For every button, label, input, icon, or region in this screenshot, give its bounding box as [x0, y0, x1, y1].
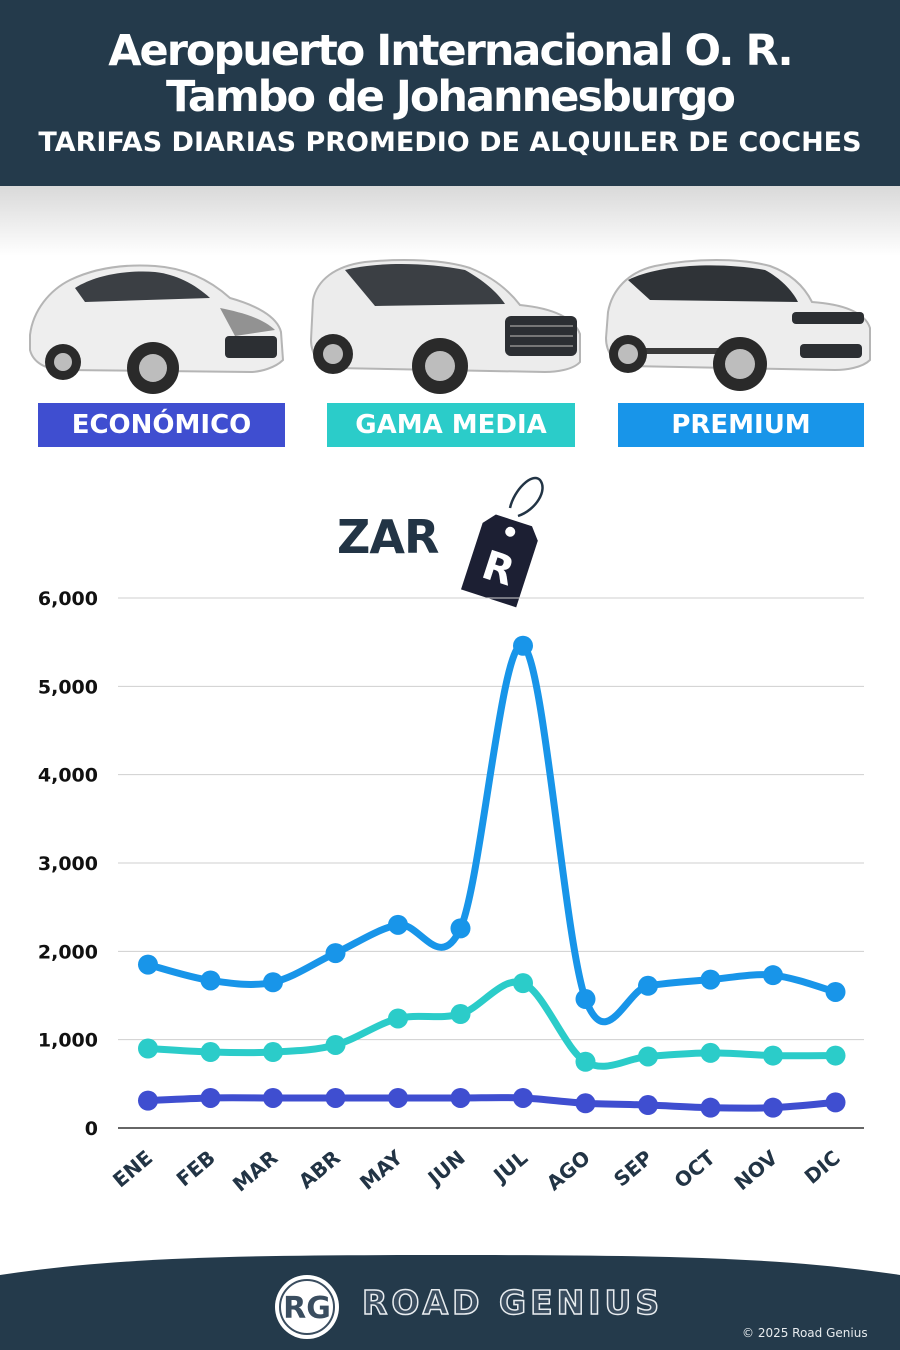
legend-premium: PREMIUM [618, 403, 864, 447]
x-tick-label: DIC [800, 1145, 845, 1188]
y-tick-label: 0 [85, 1118, 98, 1140]
y-tick-label: 5,000 [38, 676, 98, 698]
premium-car-image [604, 259, 871, 391]
data-point [325, 1034, 346, 1055]
economy-car-image [29, 264, 285, 394]
series-line-2 [144, 642, 839, 1026]
x-tick-label: SEP [609, 1145, 657, 1191]
header-shadow [0, 186, 900, 256]
x-tick-label: JUL [487, 1145, 532, 1188]
x-tick-label: AGO [542, 1145, 595, 1195]
x-tick-label: MAR [228, 1145, 282, 1196]
data-point [325, 943, 346, 964]
data-point [450, 1087, 471, 1108]
data-point [513, 973, 533, 994]
data-point [513, 635, 533, 656]
data-point [200, 1042, 221, 1063]
data-point [763, 1045, 783, 1066]
data-point [388, 1087, 408, 1108]
data-point [825, 1092, 846, 1113]
x-tick-label: OCT [670, 1145, 720, 1193]
page-title-line-1: Aeropuerto Internacional O. R. [108, 26, 793, 76]
data-point [575, 989, 596, 1010]
data-point [450, 918, 471, 939]
header: Aeropuerto Internacional O. R. Tambo de … [0, 0, 900, 186]
brand-name: ROAD GENIUS [361, 1282, 664, 1323]
data-point [138, 1090, 158, 1111]
data-point [263, 1087, 283, 1108]
x-tick-label: NOV [729, 1145, 782, 1195]
x-tick-label: MAY [355, 1145, 408, 1195]
footer [0, 1255, 900, 1350]
y-tick-label: 6,000 [38, 588, 98, 610]
x-axis-ticks: ENE FEB MAR ABR MAY JUN JUL AGO SEP OCT NOV DIC [108, 1145, 845, 1196]
x-tick-label: ABR [294, 1145, 345, 1193]
data-point [825, 1045, 846, 1066]
x-tick-label: JUN [422, 1145, 470, 1191]
series-line-1 [144, 978, 839, 1070]
data-point [575, 1093, 596, 1114]
legend-midrange: GAMA MEDIA [327, 403, 575, 447]
road-genius-logo-icon: RG [275, 1275, 339, 1339]
y-tick-label: 1,000 [38, 1030, 98, 1052]
y-tick-label: 3,000 [38, 853, 98, 875]
x-tick-label: FEB [172, 1145, 220, 1191]
legend-economy: ECONÓMICO [38, 403, 285, 447]
data-point [138, 954, 158, 975]
data-point [263, 1042, 283, 1063]
data-point [638, 1095, 658, 1116]
data-point [138, 1038, 158, 1059]
data-point [263, 972, 283, 993]
copyright: © 2025 Road Genius [742, 1326, 868, 1340]
x-tick-label: ENE [108, 1145, 157, 1192]
y-tick-label: 2,000 [38, 941, 98, 963]
y-axis-ticks: 0 1,000 2,000 3,000 4,000 5,000 6,000 [38, 588, 98, 1140]
data-point [450, 1004, 471, 1025]
data-point [200, 970, 221, 991]
data-point [700, 969, 721, 990]
currency-code: ZAR [337, 510, 439, 564]
data-point [700, 1097, 721, 1118]
data-point [388, 914, 408, 935]
data-point [388, 1008, 408, 1029]
data-point [825, 981, 846, 1002]
price-tag-icon: R [461, 476, 544, 608]
page-subtitle: TARIFAS DIARIAS PROMEDIO DE ALQUILER DE … [38, 127, 862, 158]
data-point [638, 1046, 658, 1067]
y-tick-label: 4,000 [38, 765, 98, 787]
midrange-car-image [309, 259, 581, 394]
chart-series [138, 635, 846, 1118]
chart-grid [118, 597, 864, 1129]
data-point [763, 965, 783, 986]
brand-initials: RG [283, 1291, 331, 1326]
data-point [325, 1087, 346, 1108]
data-point [638, 975, 658, 996]
data-point [575, 1051, 596, 1072]
data-point [763, 1097, 783, 1118]
data-point [200, 1087, 221, 1108]
data-point [513, 1087, 533, 1108]
page-title-line-2: Tambo de Johannesburgo [166, 72, 736, 122]
series-line-0 [144, 1094, 839, 1112]
data-point [700, 1042, 721, 1063]
